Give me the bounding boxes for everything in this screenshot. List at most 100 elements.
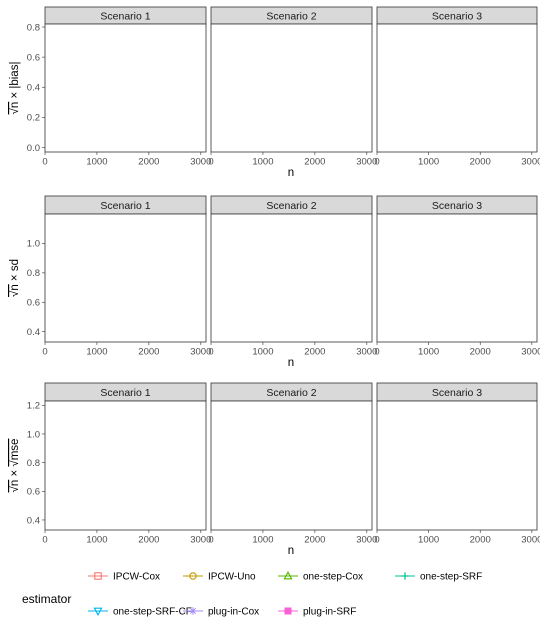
panel-row-2-col-2: Scenario 2 0 1000 2000 3000 — [208, 195, 377, 358]
x-tick-label: 1000 — [418, 347, 439, 358]
legend-label: one-step-SRF — [420, 572, 482, 583]
facet-strip-label: Scenario 1 — [100, 200, 150, 212]
panel-border — [376, 400, 538, 531]
y-tick-label: 1.2 — [27, 401, 40, 412]
panel-row-3-col-1: Scenario 1 0 1000 2000 3000 0.4 0.6 0.8 1.0 1.2 — [27, 382, 211, 546]
x-tick-label: 2000 — [304, 157, 325, 168]
y-tick-label: 0.0 — [27, 143, 40, 154]
legend-title: estimator — [22, 592, 71, 606]
y-tick-label: 0.4 — [27, 515, 40, 526]
panel-border — [44, 213, 207, 343]
panel-border — [44, 400, 207, 531]
legend-label: IPCW-Uno — [208, 572, 256, 583]
legend-item-plug-in-cox: plug-in-Cox — [183, 607, 259, 618]
x-tick-label: 1000 — [86, 157, 107, 168]
facet-strip-label: Scenario 1 — [100, 10, 150, 22]
row-1-x-axis-title: n — [288, 167, 294, 179]
x-tick-label: 1000 — [252, 157, 273, 168]
y-tick-label: 0.8 — [27, 268, 40, 279]
x-tick-label: 0 — [374, 535, 379, 546]
y-tick-label: 1.0 — [27, 429, 40, 440]
legend-item-one-step-srf: one-step-SRF — [395, 572, 482, 583]
y-tick-label: 1.0 — [27, 239, 40, 250]
x-tick-label: 1000 — [252, 347, 273, 358]
row-1-y-axis-title: √n × |bias| — [8, 62, 21, 115]
row-3-y-axis-title: √n × √mse — [8, 439, 21, 493]
legend-key-marker — [93, 607, 103, 616]
legend-key-marker — [189, 572, 197, 580]
x-tick-label: 3000 — [190, 535, 211, 546]
y-tick-label: 0.8 — [27, 22, 40, 33]
legend-label: one-step-SRF-CF — [113, 607, 192, 618]
legend-key-marker — [284, 607, 292, 615]
legend: estimator IPCW-Cox IPCW-Uno one-step-Cox one… — [22, 571, 482, 618]
facet-strip-label: Scenario 2 — [266, 200, 316, 212]
y-axis-title-radical: √n — [8, 480, 21, 493]
legend-label: plug-in-SRF — [303, 607, 356, 618]
y-tick-label: 0.8 — [27, 458, 40, 469]
y-tick-label: 0.4 — [27, 83, 40, 94]
x-tick-label: 2000 — [138, 347, 159, 358]
legend-label: one-step-Cox — [303, 572, 363, 583]
panel-row-1-col-2: Scenario 2 0 1000 2000 3000 — [208, 6, 377, 168]
facet-strip-label: Scenario 2 — [266, 10, 316, 22]
y-tick-label: 0.6 — [27, 487, 40, 498]
x-tick-label: 1000 — [86, 535, 107, 546]
x-tick-label: 0 — [42, 157, 47, 168]
facet-strip-label: Scenario 2 — [266, 387, 316, 399]
y-axis-title-metric: × |bias| — [9, 62, 21, 102]
legend-key-marker — [94, 572, 102, 580]
panel-row-3-col-2: Scenario 2 0 1000 2000 3000 — [208, 382, 377, 546]
y-tick-label: 0.6 — [27, 52, 40, 63]
x-tick-label: 2000 — [304, 535, 325, 546]
y-tick-label: 0.2 — [27, 113, 40, 124]
panel-row-2-col-1: Scenario 1 0 1000 2000 3000 0.4 0.6 0.8 1.0 — [27, 195, 211, 358]
panel-row-2-col-3: Scenario 3 0 1000 2000 3000 — [374, 195, 540, 358]
x-tick-label: 0 — [208, 535, 213, 546]
x-tick-label: 3000 — [190, 347, 211, 358]
legend-key-marker — [283, 571, 293, 580]
facet-strip-label: Scenario 3 — [432, 387, 482, 399]
y-axis-title-radical: √n — [8, 102, 21, 115]
panel-border — [210, 400, 373, 531]
y-axis-title-metric: × sd — [9, 259, 21, 284]
x-tick-label: 2000 — [138, 535, 159, 546]
legend-label: IPCW-Cox — [113, 572, 160, 583]
legend-label: plug-in-Cox — [208, 607, 259, 618]
legend-item-one-step-srf-cf: one-step-SRF-CF — [88, 607, 192, 618]
y-axis-title-metric: × — [9, 467, 21, 480]
x-tick-label: 1000 — [418, 535, 439, 546]
panel-border — [44, 23, 207, 153]
x-tick-label: 2000 — [470, 347, 491, 358]
x-tick-label: 3000 — [521, 347, 540, 358]
panel-border — [210, 23, 373, 153]
panel-row-1-col-3: Scenario 3 0 1000 2000 3000 — [374, 6, 540, 168]
panel-border — [376, 23, 538, 153]
row-3-x-axis-title: n — [288, 545, 294, 557]
x-tick-label: 0 — [208, 157, 213, 168]
x-tick-label: 1000 — [86, 347, 107, 358]
facet-strip-label: Scenario 3 — [432, 200, 482, 212]
legend-item-ipcw-cox: IPCW-Cox — [88, 572, 160, 583]
x-tick-label: 2000 — [470, 157, 491, 168]
legend-item-ipcw-uno: IPCW-Uno — [183, 572, 256, 583]
x-tick-label: 3000 — [190, 157, 211, 168]
y-tick-label: 0.6 — [27, 298, 40, 309]
panel-border — [210, 213, 373, 343]
x-tick-label: 3000 — [356, 157, 377, 168]
x-tick-label: 1000 — [252, 535, 273, 546]
x-tick-label: 0 — [208, 347, 213, 358]
row-2-y-axis-title: √n × sd — [8, 259, 21, 297]
x-tick-label: 1000 — [418, 157, 439, 168]
facet-strip-label: Scenario 3 — [432, 10, 482, 22]
y-axis-title-radical-mse: √mse — [8, 439, 21, 467]
panel-row-3-col-3: Scenario 3 0 1000 2000 3000 — [374, 382, 540, 546]
x-tick-label: 2000 — [138, 157, 159, 168]
x-tick-label: 3000 — [521, 535, 540, 546]
x-tick-label: 0 — [374, 347, 379, 358]
x-tick-label: 2000 — [470, 535, 491, 546]
x-tick-label: 3000 — [356, 347, 377, 358]
row-2-x-axis-title: n — [288, 357, 294, 369]
x-tick-label: 0 — [42, 535, 47, 546]
